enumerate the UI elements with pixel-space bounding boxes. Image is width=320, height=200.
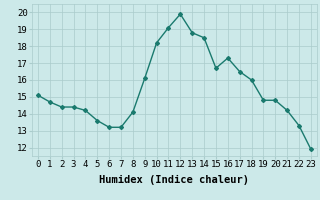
X-axis label: Humidex (Indice chaleur): Humidex (Indice chaleur) xyxy=(100,175,249,185)
